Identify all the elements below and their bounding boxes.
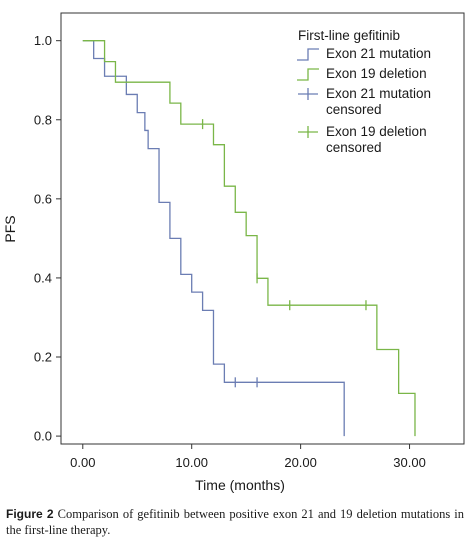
y-tick-label: 0.8 xyxy=(34,112,52,127)
legend: First-line gefitinib Exon 21 mutation Exo… xyxy=(297,28,431,155)
y-tick-label: 0.2 xyxy=(34,350,52,365)
x-tick-label: 30.00 xyxy=(393,455,426,470)
km-curve-exon-21-mutation xyxy=(82,40,345,437)
y-tick-label: 0.4 xyxy=(34,270,52,285)
caption-text: Comparison of gefitinib between positive… xyxy=(6,507,464,537)
y-tick-label: 0.0 xyxy=(34,429,52,444)
legend-entry-label: Exon 21 mutation xyxy=(326,86,431,101)
series-layer xyxy=(82,40,416,437)
caption-label: Figure 2 xyxy=(6,507,54,521)
x-tick-label: 10.00 xyxy=(175,455,208,470)
plot-frame xyxy=(60,12,465,445)
km-curve-exon-19-deletion xyxy=(82,40,416,437)
x-axis: 0.00 10.00 20.00 30.00 xyxy=(70,444,426,470)
legend-entry-label: censored xyxy=(326,102,382,117)
legend-title: First-line gefitinib xyxy=(298,28,400,43)
km-chart: 0.0 0.2 0.4 0.6 0.8 1.0 0.00 10.00 20.00 30.00 P… xyxy=(2,12,465,493)
legend-entry-label: Exon 19 deletion xyxy=(326,124,427,139)
y-axis: 0.0 0.2 0.4 0.6 0.8 1.0 xyxy=(34,33,61,444)
y-tick-label: 1.0 xyxy=(34,33,52,48)
y-axis-title: PFS xyxy=(2,215,18,242)
y-tick-label: 0.6 xyxy=(34,191,52,206)
x-tick-label: 0.00 xyxy=(70,455,95,470)
figure-caption: Figure 2 Comparison of gefitinib between… xyxy=(6,506,464,538)
legend-swatch-step xyxy=(297,68,319,81)
legend-entry-label: Exon 19 deletion xyxy=(326,66,427,81)
x-tick-label: 20.00 xyxy=(284,455,317,470)
legend-entry-label: Exon 21 mutation xyxy=(326,46,431,61)
x-axis-title: Time (months) xyxy=(195,477,285,493)
legend-swatch-step xyxy=(297,48,319,61)
legend-entry-label: censored xyxy=(326,140,382,155)
